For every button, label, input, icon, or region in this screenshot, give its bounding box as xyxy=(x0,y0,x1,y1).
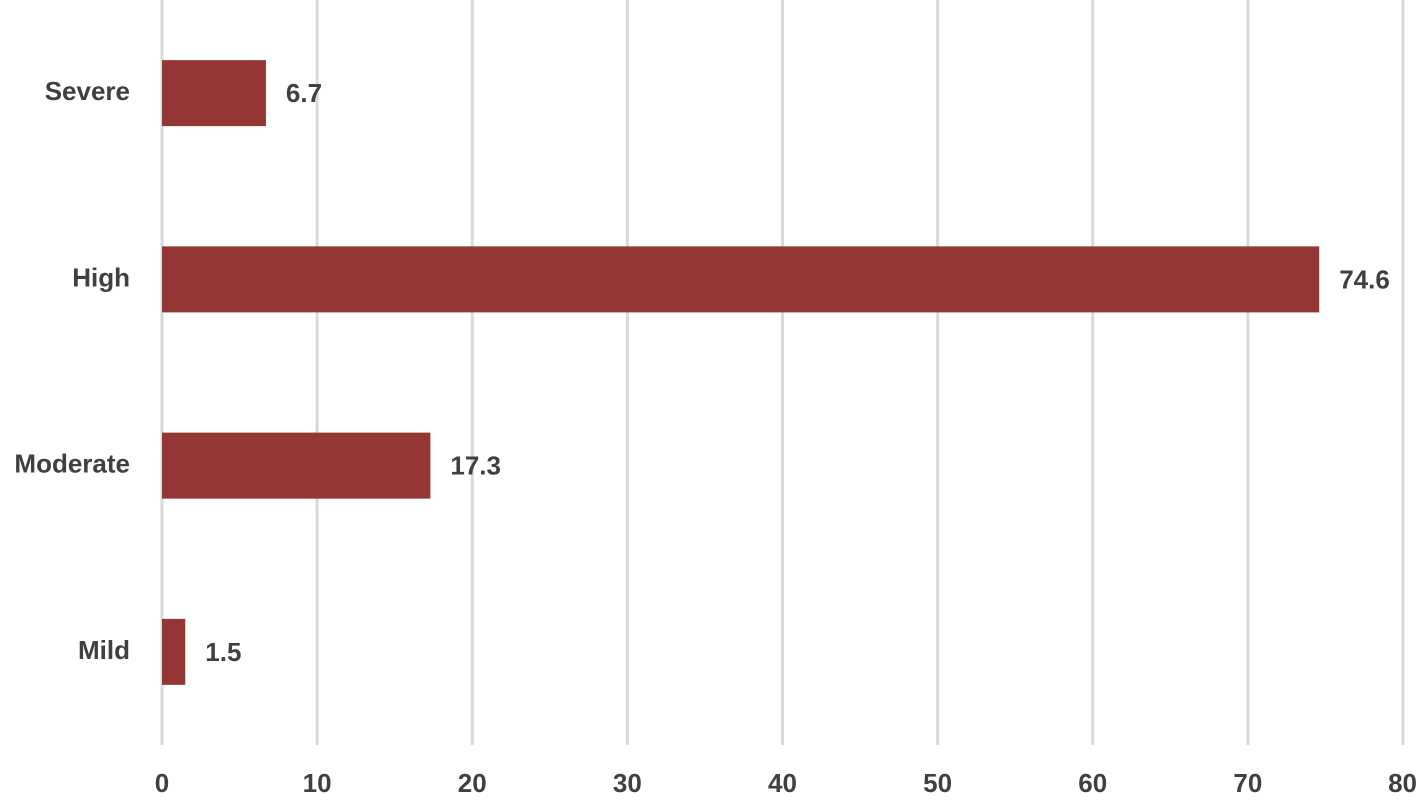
data-label: 6.7 xyxy=(286,78,322,108)
bar xyxy=(162,60,266,127)
data-label: 1.5 xyxy=(205,637,241,667)
x-tick-label: 70 xyxy=(1233,768,1262,796)
y-tick-label: Moderate xyxy=(14,449,130,479)
x-tick-label: 80 xyxy=(1388,768,1417,796)
y-tick-label: Severe xyxy=(45,76,130,106)
bar xyxy=(162,618,186,685)
x-tick-label: 50 xyxy=(923,768,952,796)
x-tick-label: 0 xyxy=(155,768,169,796)
y-tick-label: High xyxy=(72,262,130,292)
bar xyxy=(162,432,431,499)
x-tick-label: 20 xyxy=(458,768,487,796)
x-tick-label: 30 xyxy=(613,768,642,796)
y-tick-label: Mild xyxy=(78,635,130,665)
data-label: 74.6 xyxy=(1339,264,1390,294)
x-tick-label: 10 xyxy=(303,768,332,796)
bar xyxy=(162,246,1320,313)
data-label: 17.3 xyxy=(450,451,501,481)
x-tick-label: 40 xyxy=(768,768,797,796)
x-tick-label: 60 xyxy=(1078,768,1107,796)
